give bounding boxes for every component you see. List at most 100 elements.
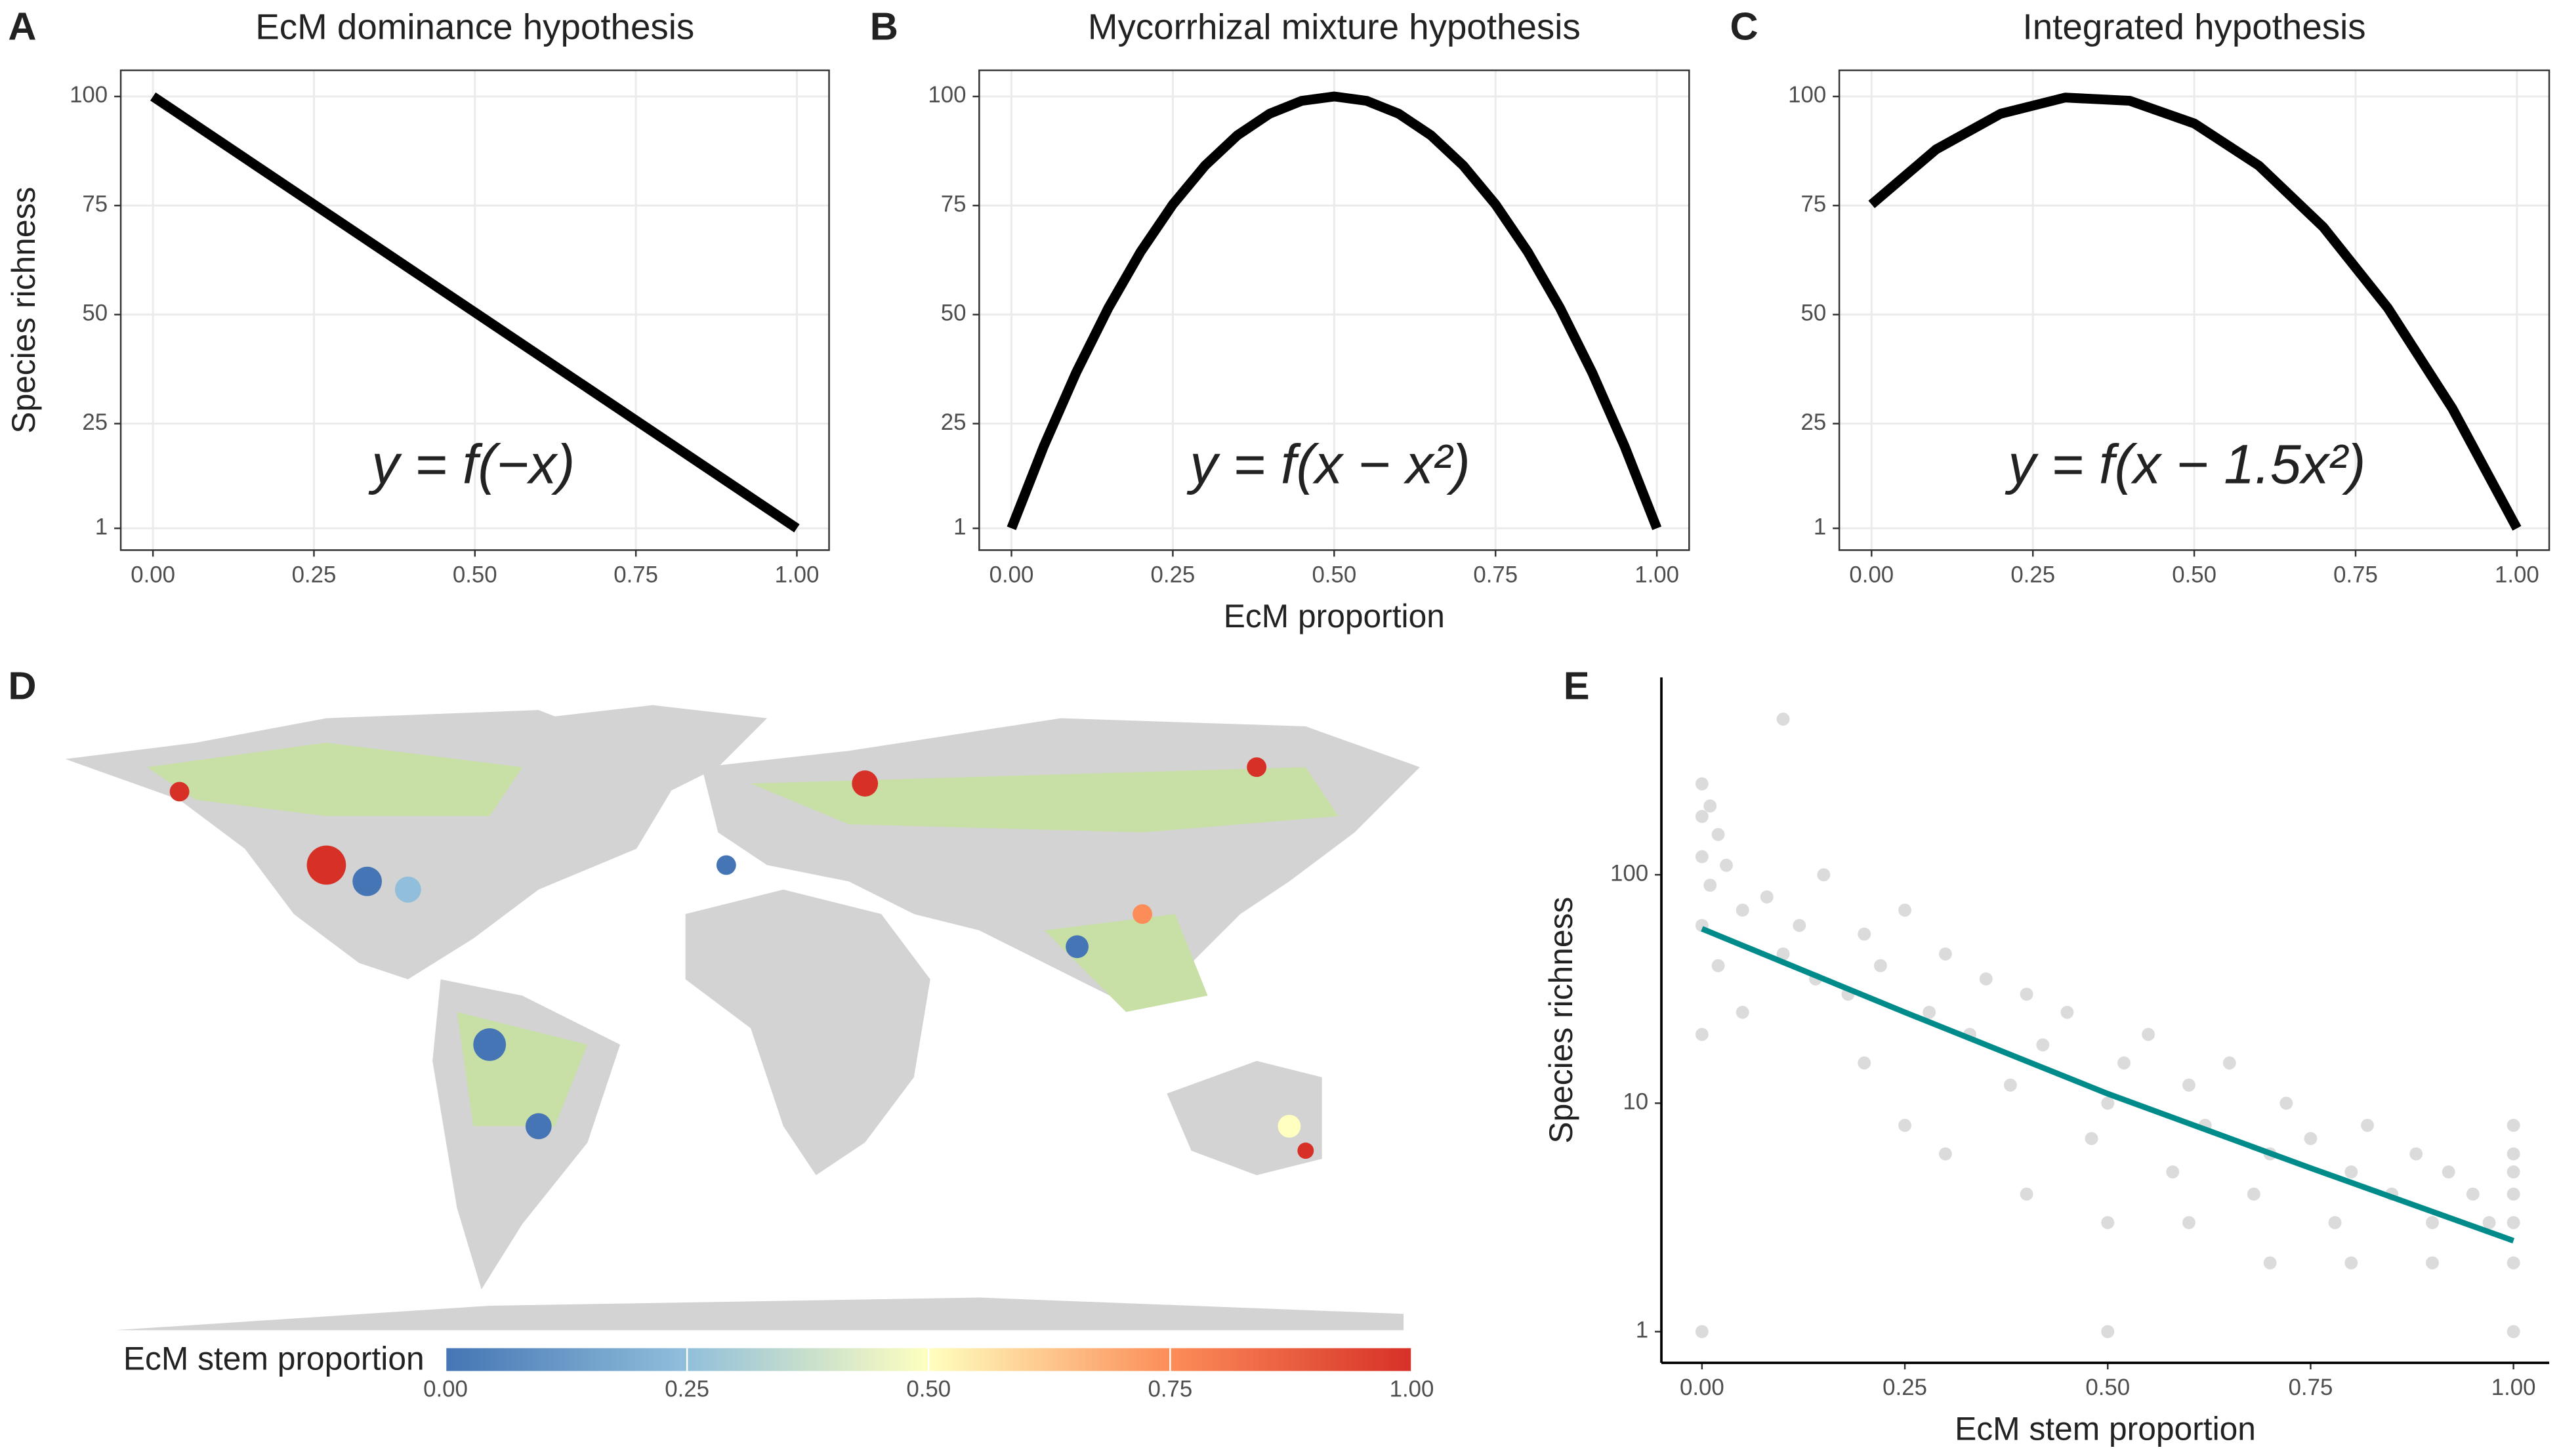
x-tick-label: 0.50 xyxy=(2172,562,2216,587)
point xyxy=(1874,959,1887,972)
site-dots xyxy=(169,757,1314,1159)
point xyxy=(2344,1165,2358,1179)
point xyxy=(2426,1256,2439,1270)
y-tick-label: 50 xyxy=(82,301,108,326)
colorbar-tick-label: 0.00 xyxy=(423,1377,468,1402)
site xyxy=(169,781,190,802)
point xyxy=(2263,1256,2277,1270)
x-tick-label: 0.75 xyxy=(1473,562,1518,587)
y-axis-label: Species richness xyxy=(1543,897,1579,1144)
y-tick-label: 1 xyxy=(1814,514,1826,539)
site xyxy=(306,845,346,885)
curve xyxy=(1868,93,2522,531)
site xyxy=(352,866,383,896)
panel-label: E xyxy=(1564,664,1590,708)
y-tick-label: 25 xyxy=(1800,409,1826,435)
point xyxy=(1703,879,1717,892)
point xyxy=(2304,1132,2318,1146)
point xyxy=(2507,1325,2520,1339)
land xyxy=(1167,1060,1322,1176)
point xyxy=(1695,777,1709,791)
point xyxy=(2247,1187,2260,1201)
point xyxy=(2409,1147,2423,1161)
point xyxy=(1736,1005,1749,1019)
chart-title: EcM dominance hypothesis xyxy=(255,6,694,47)
forest xyxy=(146,742,1339,1127)
panel-label: D xyxy=(8,664,36,708)
x-tick-label: 1.00 xyxy=(775,562,820,587)
point xyxy=(2020,1187,2033,1201)
x-tick-label: 1.00 xyxy=(2495,562,2539,587)
point xyxy=(2344,1256,2358,1270)
point xyxy=(2507,1119,2520,1132)
point xyxy=(2085,1132,2098,1146)
point xyxy=(2020,988,2033,1001)
curve xyxy=(150,92,800,533)
point xyxy=(2507,1216,2520,1230)
land xyxy=(685,889,930,1176)
site xyxy=(1278,1114,1301,1138)
x-tick-label: 0.75 xyxy=(614,562,658,587)
point xyxy=(1720,858,1733,872)
site xyxy=(1247,757,1267,778)
point xyxy=(1858,1056,1871,1070)
y-tick-label: 1 xyxy=(1636,1318,1648,1343)
y-tick-label: 50 xyxy=(1800,301,1826,326)
point xyxy=(2466,1187,2480,1201)
x-tick-label: 0.00 xyxy=(131,562,175,587)
point xyxy=(2426,1216,2439,1230)
curve xyxy=(1007,91,1662,530)
point xyxy=(1817,868,1831,882)
site xyxy=(1066,935,1089,959)
x-tick-label: 0.25 xyxy=(2010,562,2055,587)
x-tick-label: 0.50 xyxy=(2085,1375,2130,1400)
point xyxy=(1938,1147,1952,1161)
fit-line xyxy=(1701,926,2515,1244)
point xyxy=(1695,1325,1709,1339)
annotation: y = f(x − 1.5x²) xyxy=(2005,432,2365,495)
point xyxy=(1776,713,1790,726)
site xyxy=(1133,904,1152,924)
y-tick-label: 25 xyxy=(82,409,108,435)
point xyxy=(2507,1165,2520,1179)
x-axis-label: EcM stem proportion xyxy=(1955,1411,2256,1447)
point xyxy=(2507,1256,2520,1270)
point xyxy=(1858,927,1871,941)
site xyxy=(1297,1142,1314,1159)
point xyxy=(1703,799,1717,813)
point xyxy=(2101,1216,2115,1230)
point xyxy=(2222,1056,2236,1070)
panel-label: A xyxy=(8,5,36,49)
y-tick-label: 100 xyxy=(70,82,108,108)
x-tick-label: 0.50 xyxy=(453,562,497,587)
chart-title: Integrated hypothesis xyxy=(2023,6,2366,47)
point xyxy=(2117,1056,2131,1070)
x-tick-label: 0.75 xyxy=(2289,1375,2333,1400)
point xyxy=(2003,1078,2017,1092)
colorbar-tick-label: 0.75 xyxy=(1148,1377,1192,1402)
point xyxy=(1736,904,1749,917)
point xyxy=(2482,1216,2496,1230)
panel-label: C xyxy=(1730,5,1758,49)
x-tick-label: 0.25 xyxy=(292,562,337,587)
point xyxy=(1711,959,1725,972)
point xyxy=(2507,1187,2520,1201)
x-tick-label: 0.00 xyxy=(1680,1375,1724,1400)
point xyxy=(1938,947,1952,961)
x-tick-label: 0.00 xyxy=(989,562,1034,587)
point xyxy=(2142,1028,2155,1041)
x-axis-label: EcM proportion xyxy=(1224,598,1445,634)
point xyxy=(1711,827,1725,841)
point xyxy=(2101,1325,2115,1339)
point xyxy=(1695,1028,1709,1041)
site xyxy=(525,1113,552,1140)
point xyxy=(1898,904,1912,917)
point xyxy=(1776,947,1790,961)
y-axis-label: Species richness xyxy=(5,187,42,434)
chart-title: Mycorrhizal mixture hypothesis xyxy=(1088,6,1581,47)
y-tick-label: 100 xyxy=(1610,860,1648,886)
y-tick-label: 1 xyxy=(953,514,966,539)
point xyxy=(1695,810,1709,823)
y-tick-label: 1 xyxy=(95,514,108,539)
annotation: y = f(x − x²) xyxy=(1186,432,1470,495)
